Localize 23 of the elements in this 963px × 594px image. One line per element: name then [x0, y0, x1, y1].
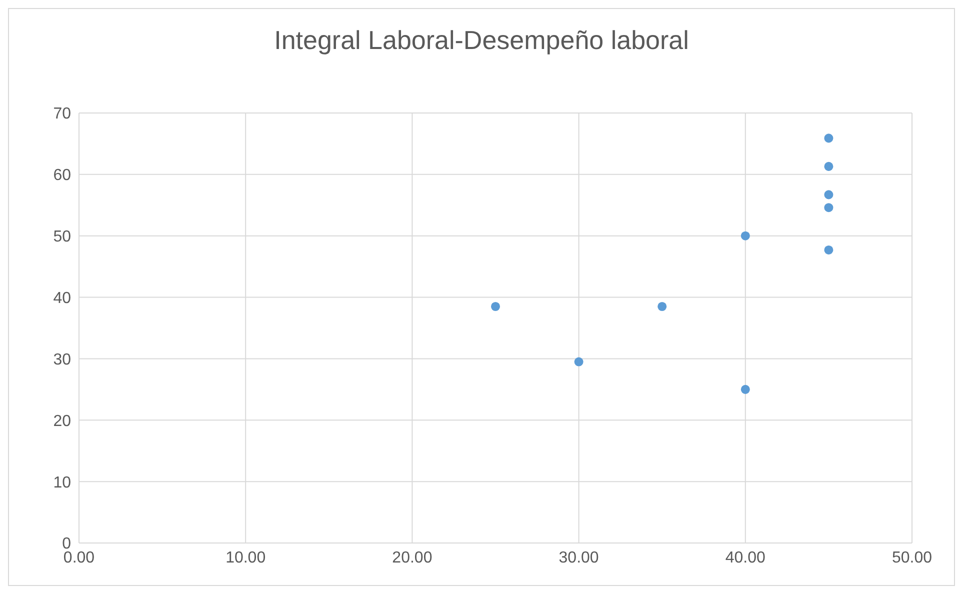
- point: [574, 357, 584, 366]
- point: [824, 190, 834, 200]
- y-tick-label: 30: [53, 351, 72, 368]
- x-tick-label: 20.00: [392, 549, 432, 566]
- point: [658, 302, 667, 312]
- point: [824, 134, 834, 143]
- point: [824, 203, 834, 212]
- point: [740, 231, 750, 240]
- x-tick-label: 30.00: [558, 549, 599, 566]
- y-tick-label: 40: [53, 290, 72, 307]
- x-tick-label: 50.00: [892, 549, 932, 566]
- y-tick-label: 70: [53, 106, 72, 123]
- y-tick-label: 20: [53, 412, 72, 430]
- y-tick-label: 50: [53, 228, 72, 246]
- x-tick-label: 10.00: [226, 549, 266, 566]
- point: [824, 162, 834, 171]
- y-tick-label: 10: [53, 474, 72, 492]
- point: [824, 245, 834, 254]
- point: [490, 302, 500, 312]
- x-tick-label: 40.00: [725, 549, 766, 566]
- chart-title: Integral Laboral-Desempeño laboral: [273, 25, 690, 56]
- y-tick-label: 60: [53, 167, 72, 184]
- point: [740, 384, 750, 394]
